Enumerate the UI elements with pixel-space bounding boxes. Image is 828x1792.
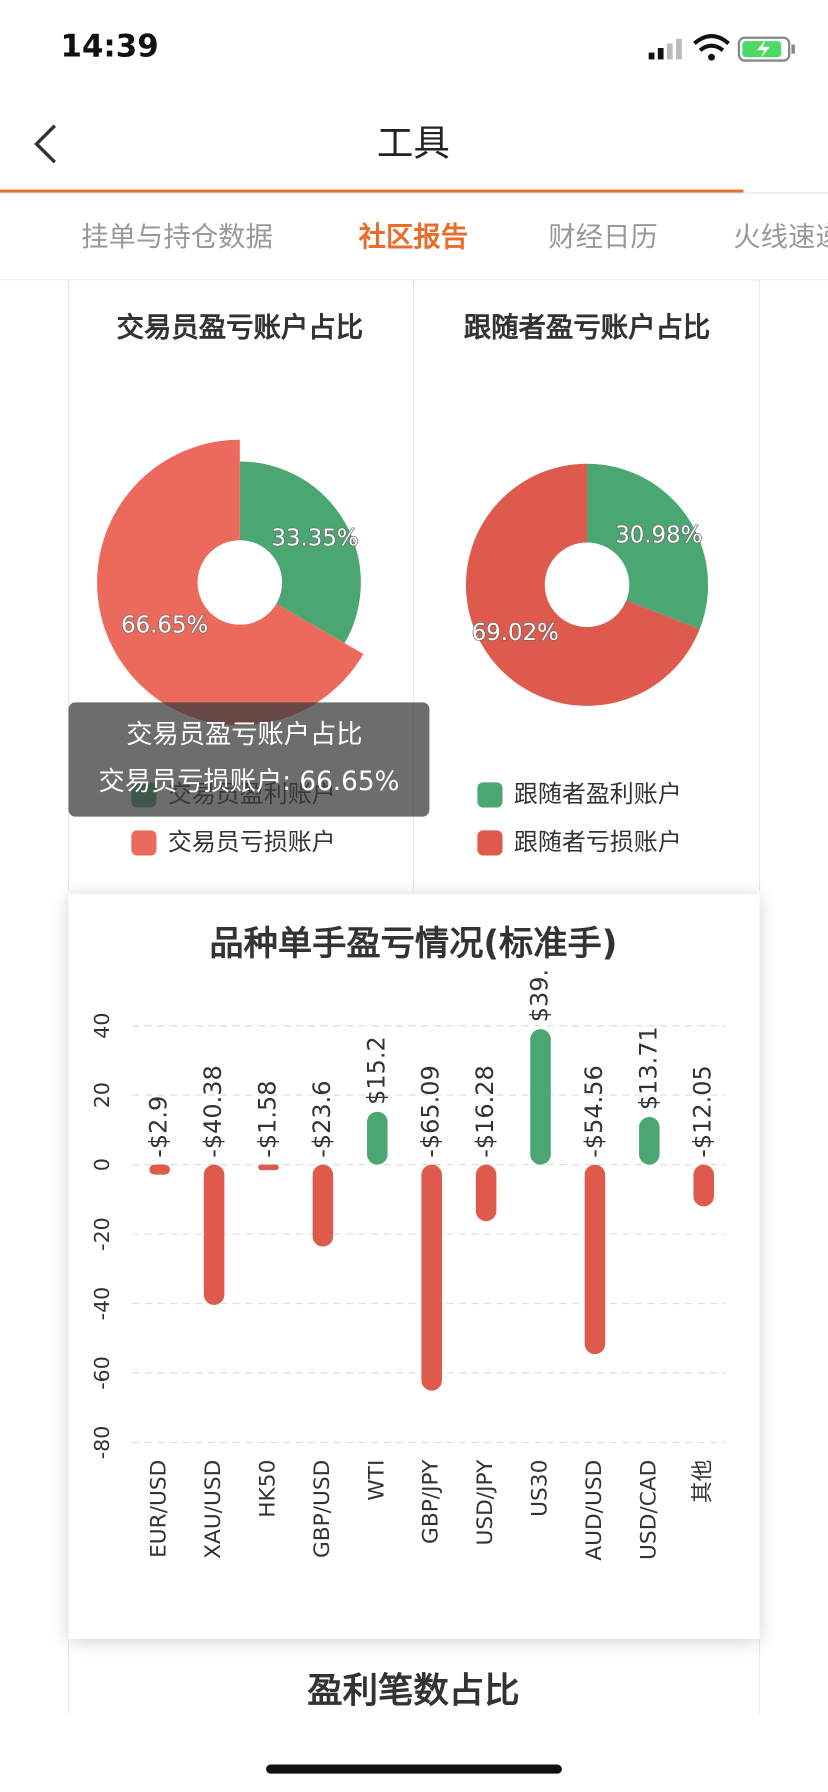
x-tick-label: USD/CAD xyxy=(636,1460,661,1560)
legend-label[interactable]: 跟随者亏损账户 xyxy=(514,828,682,856)
bar xyxy=(258,1164,279,1171)
legend-swatch xyxy=(477,782,503,808)
x-tick-label: WTI xyxy=(364,1460,389,1501)
tooltip-title: 交易员盈亏账户占比 xyxy=(126,720,362,750)
slice-label: 33.35% xyxy=(272,526,359,552)
y-tick-label: 0 xyxy=(90,1158,114,1171)
nav-title: 工具 xyxy=(377,122,450,165)
bar xyxy=(312,1164,334,1247)
x-tick-label: GBP/JPY xyxy=(419,1459,444,1544)
y-tick-label: -60 xyxy=(90,1356,114,1390)
x-tick-label: GBP/USD xyxy=(310,1460,335,1558)
status-time: 14:39 xyxy=(61,29,159,65)
y-tick-label: -40 xyxy=(90,1287,114,1321)
bar xyxy=(584,1164,606,1355)
bar xyxy=(693,1164,715,1207)
legend-swatch xyxy=(477,830,503,856)
x-tick-label: US30 xyxy=(528,1460,553,1517)
y-tick-label: 20 xyxy=(90,1082,114,1108)
back-button[interactable] xyxy=(34,124,57,164)
x-tick-label: HK50 xyxy=(255,1460,280,1518)
bar-value-label: -$54.56 xyxy=(580,1065,608,1158)
x-tick-label: XAU/USD xyxy=(201,1460,226,1559)
pie-slice xyxy=(239,461,361,644)
tooltip-box xyxy=(68,702,430,817)
tab[interactable]: 财经日历 xyxy=(548,222,658,253)
bar-value-label: -$40.38 xyxy=(199,1065,227,1158)
bar-value-label: $13.71 xyxy=(634,1026,662,1110)
bar xyxy=(149,1164,170,1175)
chart-title: 品种单手盈亏情况(标准手) xyxy=(209,924,617,964)
bar xyxy=(475,1164,497,1222)
pie-slice xyxy=(587,463,709,630)
tab-bar: 挂单与持仓数据 社区报告 财经日历 火线速递 xyxy=(81,221,828,253)
bar-value-label: -$1.58 xyxy=(253,1080,281,1157)
status-icons xyxy=(648,34,795,62)
legend-label[interactable]: 交易员亏损账户 xyxy=(168,828,336,856)
bar-value-label: $39. xyxy=(526,969,554,1022)
tooltip-text: 交易员亏损账户: 66.65% xyxy=(98,767,399,797)
bar xyxy=(203,1164,225,1305)
slice-label: 30.98% xyxy=(615,522,702,548)
tab[interactable]: 挂单与持仓数据 xyxy=(81,222,273,253)
pie-slice xyxy=(465,463,700,706)
bar xyxy=(639,1116,660,1165)
bar-value-label: -$12.05 xyxy=(689,1065,717,1158)
bar xyxy=(421,1164,442,1391)
progress-bar xyxy=(0,189,744,194)
section-title: 盈利笔数占比 xyxy=(307,1671,519,1712)
home-indicator xyxy=(266,1764,562,1774)
legend-label[interactable]: 跟随者盈利账户 xyxy=(514,780,682,808)
legend-swatch xyxy=(131,830,157,856)
bar-value-label: -$2.9 xyxy=(145,1096,173,1158)
y-tick-label: -80 xyxy=(90,1426,114,1460)
bar xyxy=(367,1111,388,1165)
slice-label: 66.65% xyxy=(121,612,208,638)
x-tick-label: USD/JPY xyxy=(473,1459,498,1546)
bar-value-label: -$16.28 xyxy=(471,1065,499,1158)
chart-title: 交易员盈亏账户占比 xyxy=(117,311,364,343)
x-tick-label: AUD/USD xyxy=(582,1460,607,1561)
bar-value-label: -$65.09 xyxy=(417,1065,445,1158)
chart-title: 跟随者盈亏账户占比 xyxy=(464,311,711,343)
bar-area: 品种单手盈亏情况(标准手) -80 -60 -40 -20 0 20 40 -$2.9 EUR/U… xyxy=(90,924,726,1561)
y-tick-label: -20 xyxy=(90,1217,114,1251)
x-tick-label: 其他 xyxy=(691,1460,716,1503)
bar-value-label: $15.2 xyxy=(362,1036,390,1105)
x-tick-label: EUR/USD xyxy=(147,1460,172,1558)
bar-value-label: -$23.6 xyxy=(308,1080,336,1157)
bar-card xyxy=(68,894,760,1639)
bar xyxy=(530,1029,551,1165)
slice-label: 69.02% xyxy=(472,620,559,646)
tab[interactable]: 火线速递 xyxy=(733,222,828,253)
tab[interactable]: 社区报告 xyxy=(359,221,469,253)
y-tick-label: 40 xyxy=(90,1013,114,1039)
pie-slice xyxy=(97,439,364,726)
